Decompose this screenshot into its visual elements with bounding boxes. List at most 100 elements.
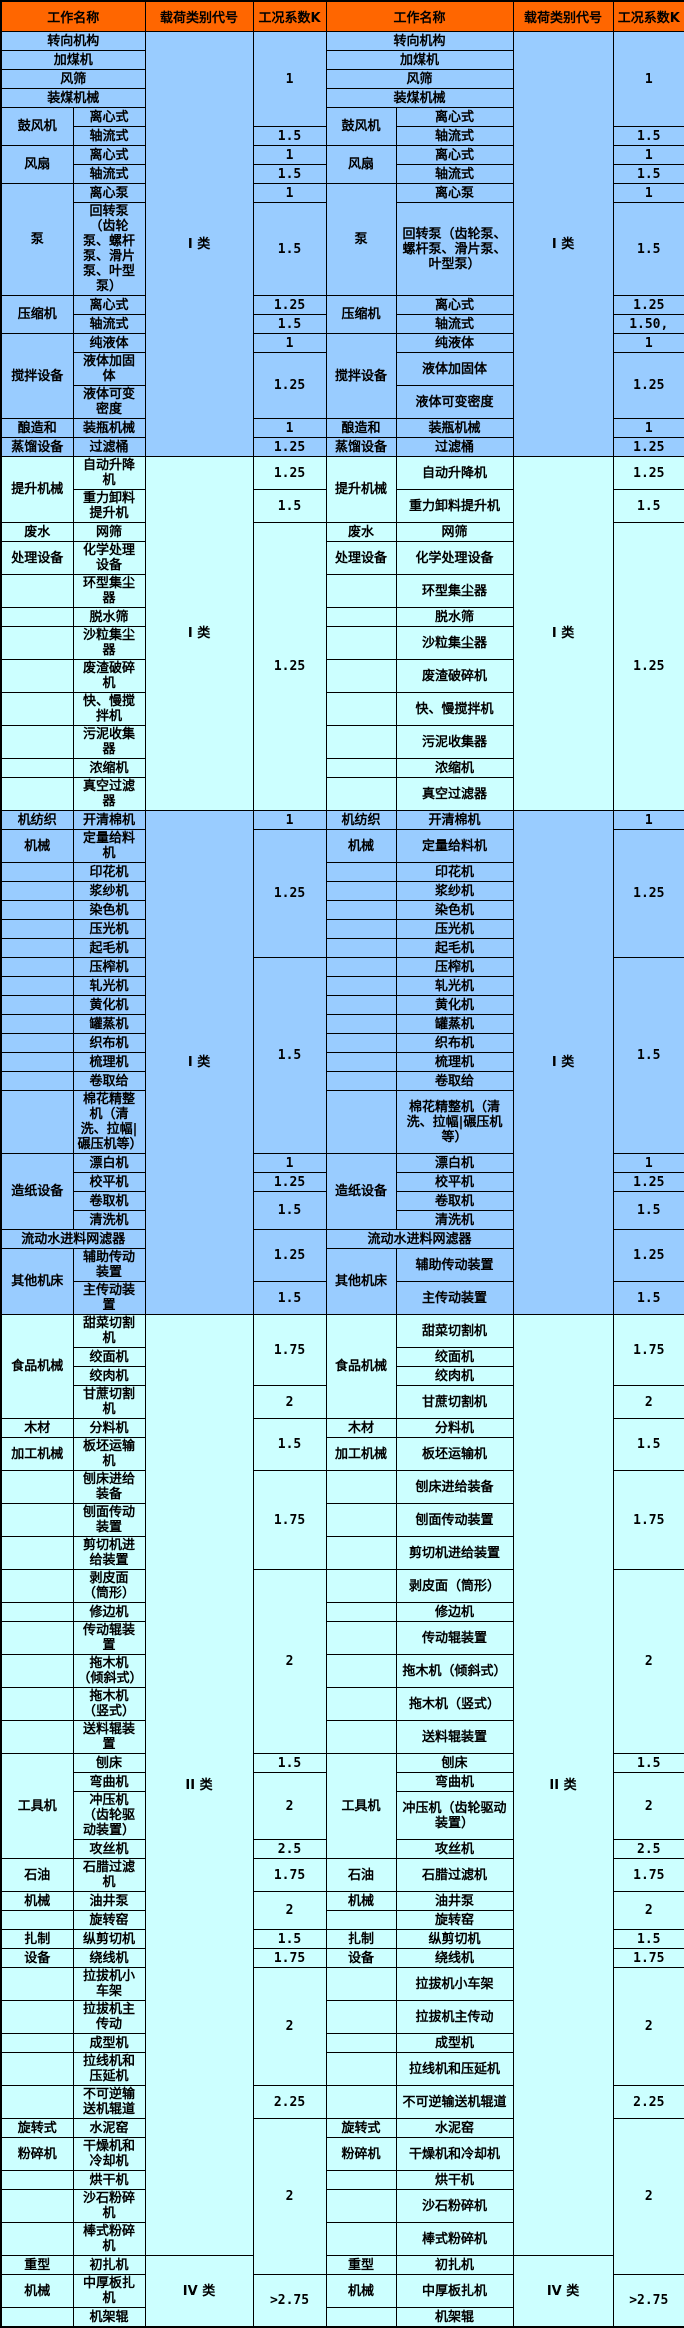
work-item-cell-right: 板坯运输机 — [395, 1437, 514, 1471]
work-item-cell-right: 修边机 — [395, 1602, 514, 1622]
work-item-cell-left: 污泥收集器 — [72, 725, 146, 759]
header-load-category-left: 载荷类别代号 — [144, 0, 254, 32]
work-item-cell-right: 起毛机 — [395, 938, 514, 958]
table-row: 重型 初扎机 IV 类重型 初扎机 IV 类 — [0, 2255, 684, 2328]
work-group-cell-left: 设备 — [0, 1948, 74, 1968]
work-group-cell-left: 风扇 — [0, 145, 74, 184]
work-group-cell-left — [0, 1503, 74, 1537]
work-item-cell-right: 染色机 — [395, 900, 514, 920]
work-item-cell-left: 织布机 — [72, 1033, 146, 1053]
work-item-cell-left: 沙石粉碎机 — [72, 2189, 146, 2223]
work-item-cell-right: 废渣破碎机 — [395, 659, 514, 693]
work-group-cell-left: 加工机械 — [0, 1437, 74, 1471]
load-category-cell-left: I 类 — [144, 31, 254, 457]
load-category-cell-left: IV 类 — [144, 2255, 254, 2328]
work-item-cell-left: 绞面机 — [72, 1347, 146, 1367]
work-item-cell-left: 浓缩机 — [72, 758, 146, 778]
work-item-cell-left: 印花机 — [72, 862, 146, 882]
work-group-cell-right — [325, 574, 397, 608]
work-group-cell-right: 搅拌设备 — [325, 333, 397, 419]
work-group-cell-left: 鼓风机 — [0, 107, 74, 146]
work-item-cell-right: 拖木机（倾斜式） — [395, 1654, 514, 1688]
table-row: 梳理机 梳理机 — [0, 1052, 684, 1072]
work-item-cell-right: 刨床进给装备 — [395, 1470, 514, 1504]
work-item-cell-left: 染色机 — [72, 900, 146, 920]
k-value-cell-right: 1.5 — [612, 202, 684, 296]
work-item-cell-right: 印花机 — [395, 862, 514, 882]
work-group-cell-left — [0, 1602, 74, 1622]
work-item-cell-left: 石腊过滤机 — [72, 1858, 146, 1892]
work-item-cell-left: 辅助传动装置 — [72, 1248, 146, 1282]
work-item-cell-left: 起毛机 — [72, 938, 146, 958]
work-item-cell-left: 干燥机和冷却机 — [72, 2137, 146, 2171]
work-group-cell-left: 粉碎机 — [0, 2137, 74, 2171]
work-item-cell-left: 重力卸料提升机 — [72, 489, 146, 523]
table-row: 液体加固体 1.25 液体加固体 1.25 — [1, 352, 684, 419]
work-item-cell-right: 刨面传动装置 — [395, 1503, 514, 1537]
work-item-cell-left: 刨床 — [72, 1753, 146, 1773]
work-group-cell-left — [0, 2307, 74, 2328]
k-value-cell-right: 1.25 — [612, 522, 684, 811]
k-value-cell-left: 1 — [252, 810, 327, 830]
work-item-cell-left: 回转泵（齿轮泵、螺杆泵、滑片泵、叶型泵） — [72, 202, 146, 296]
work-group-cell-right: 设备 — [325, 1948, 397, 1968]
work-item-cell-right: 漂白机 — [395, 1153, 514, 1173]
work-item-cell-right: 液体加固体 — [395, 352, 514, 386]
table-row: 重力卸料提升机 1.5 重力卸料提升机 1.5 — [1, 489, 684, 523]
table-row: 处理设备 化学处理设备 处理设备 化学处理设备 — [0, 541, 684, 575]
work-item-cell-right: 黄化机 — [395, 995, 514, 1015]
table-row: 提升机械 自动升降机 I 类 1.25 提升机械 自动升降机 I 类 1.25 — [0, 456, 684, 811]
work-item-cell-right: 传动辊装置 — [395, 1621, 514, 1655]
work-group-cell-left — [0, 626, 74, 660]
work-item-cell-right: 化学处理设备 — [395, 541, 514, 575]
work-item-cell-right: 石腊过滤机 — [395, 1858, 514, 1892]
work-item-cell-right: 脱水筛 — [395, 607, 514, 627]
work-group-cell-left — [0, 1910, 74, 1930]
work-group-cell-left — [0, 1654, 74, 1688]
load-category-cell-right: I 类 — [512, 31, 614, 457]
k-value-cell-left: 2 — [252, 1967, 327, 2086]
work-group-cell-right: 造纸设备 — [325, 1153, 397, 1230]
table-row: 真空过滤器 真空过滤器 — [0, 777, 684, 811]
work-item-cell-right: 过滤桶 — [395, 437, 514, 457]
table-row: 校平机 1.25 校平机 1.25 — [1, 1172, 684, 1192]
work-item-cell-right: 网筛 — [395, 522, 514, 542]
work-item-cell-right: 旋转窑 — [395, 1910, 514, 1930]
work-group-cell-right: 鼓风机 — [325, 107, 397, 146]
work-group-cell-left — [0, 2222, 74, 2256]
work-item-cell-right: 风筛 — [325, 69, 514, 89]
work-group-cell-left: 处理设备 — [0, 541, 74, 575]
header-load-category-right: 载荷类别代号 — [512, 0, 614, 32]
table-row: 卷取给 卷取给 — [0, 1071, 684, 1091]
work-item-cell-right: 浓缩机 — [395, 758, 514, 778]
k-value-cell-right: 1.25 — [612, 456, 684, 490]
work-item-cell-left: 转向机构 — [0, 31, 146, 51]
table-row: 扎制 纵剪切机 1.5 扎制 纵剪切机 1.5 — [0, 1929, 684, 1949]
work-item-cell-left: 棉花精整机（清洗、拉幅|碾压机等） — [72, 1090, 146, 1154]
k-value-cell-right: 1.25 — [612, 1229, 684, 1282]
table-row: 废渣破碎机 废渣破碎机 — [0, 659, 684, 693]
table-row: 拉拔机主传动 拉拔机主传动 — [0, 2000, 684, 2034]
work-group-cell-right — [325, 2052, 397, 2086]
work-group-cell-right: 加工机械 — [325, 1437, 397, 1471]
table-row: 剥皮面（筒形） 2 剥皮面（筒形） 2 — [0, 1569, 684, 1754]
table-row: 风筛 风筛 — [0, 69, 684, 89]
work-group-cell-right — [325, 862, 397, 882]
work-item-cell-left: 拖木机（竖式） — [72, 1687, 146, 1721]
work-group-cell-left — [0, 2170, 74, 2190]
table-row: 蒸馏设备 过滤桶 1.25 蒸馏设备 过滤桶 1.25 — [0, 437, 684, 457]
work-item-cell-left: 棒式粉碎机 — [72, 2222, 146, 2256]
work-group-cell-left — [0, 1621, 74, 1655]
k-value-cell-right: 1.25 — [612, 1172, 684, 1192]
work-item-cell-right: 液体可变密度 — [395, 385, 514, 419]
work-group-cell-left — [0, 1687, 74, 1721]
work-item-cell-right: 绞面机 — [395, 1347, 514, 1367]
table-row: 酿造和 装瓶机械 1 酿造和 装瓶机械 1 — [0, 418, 684, 438]
work-item-cell-right: 流动水进料网滤器 — [325, 1229, 514, 1249]
work-group-cell-left: 扎制 — [0, 1929, 74, 1949]
work-item-cell-right: 甘蔗切割机 — [395, 1385, 514, 1419]
work-group-cell-right — [325, 976, 397, 996]
work-group-cell-left: 机纺织 — [0, 810, 74, 830]
